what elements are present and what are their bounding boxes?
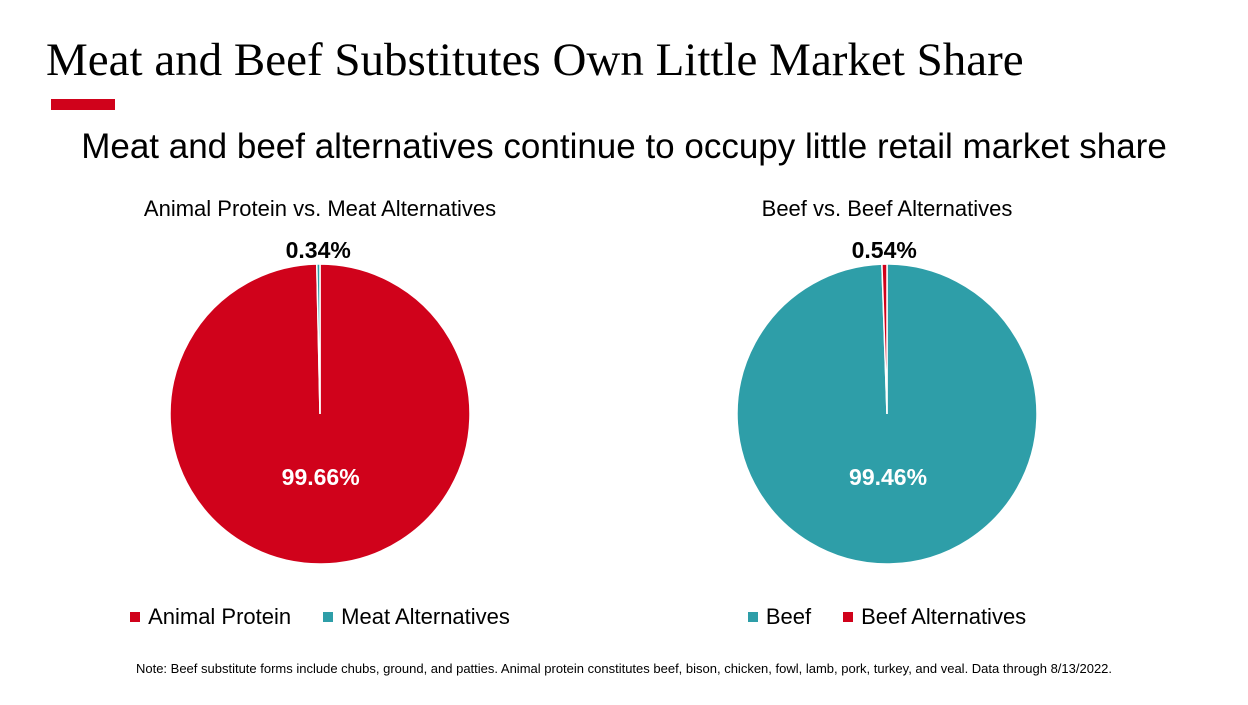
legend-item: Animal Protein [130, 604, 291, 630]
data-label: 0.54% [852, 237, 917, 263]
footnote: Note: Beef substitute forms include chub… [135, 661, 1113, 676]
legend-swatch [747, 612, 758, 622]
legend-label: Meat Alternatives [341, 604, 510, 629]
legend-swatch [130, 612, 141, 622]
title-accent-bar [51, 99, 115, 110]
legend-item: Meat Alternatives [323, 604, 510, 630]
pie-slice-meat-alternatives [316, 263, 321, 415]
chart-title: Beef vs. Beef Alternatives [761, 196, 1013, 221]
legend-swatch [323, 612, 334, 622]
legend-item: Beef [747, 604, 812, 630]
legend-swatch [843, 612, 854, 622]
legend-label: Beef [765, 604, 812, 629]
page-subtitle: Meat and beef alternatives continue to o… [81, 127, 1167, 166]
legend-label: Animal Protein [148, 604, 292, 629]
pie-svg: 99.46% 0.54% [736, 237, 1038, 565]
chart-legend: Animal Protein Meat Alternatives [70, 604, 570, 630]
page-title: Meat and Beef Substitutes Own Little Mar… [46, 34, 1024, 86]
pie-svg: 99.66% 0.34% [169, 237, 471, 565]
data-label: 99.66% [282, 464, 360, 490]
chart-title: Animal Protein vs. Meat Alternatives [143, 196, 497, 221]
pie-chart-animal-protein: Animal Protein vs. Meat Alternatives 99.… [70, 192, 570, 642]
data-label: 99.46% [849, 464, 927, 490]
legend-item: Beef Alternatives [843, 604, 1026, 630]
pie-chart-beef: Beef vs. Beef Alternatives 99.46% 0.54% B… [637, 192, 1137, 642]
data-label: 0.34% [286, 237, 351, 263]
legend-label: Beef Alternatives [861, 604, 1027, 629]
pie-slice-beef-alternatives [881, 263, 888, 415]
chart-legend: Beef Beef Alternatives [637, 604, 1137, 630]
